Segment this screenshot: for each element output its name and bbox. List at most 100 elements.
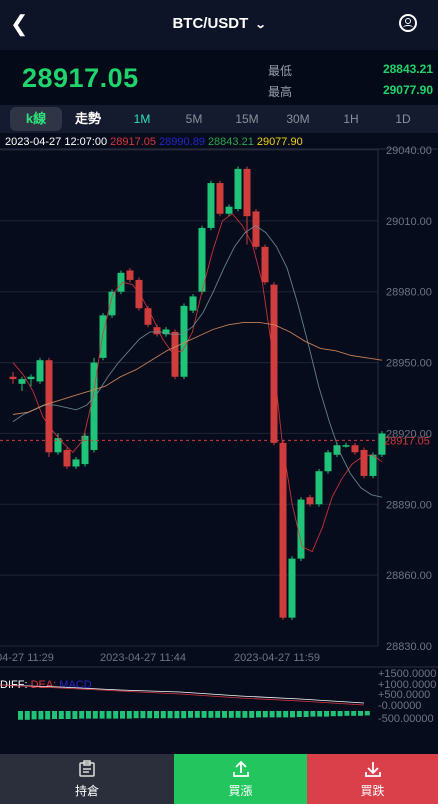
macd-bar <box>290 711 295 718</box>
macd-bar <box>330 711 336 717</box>
macd-bar <box>317 711 323 717</box>
candle-body <box>333 445 341 455</box>
macd-bar <box>364 711 370 716</box>
tab-1h[interactable]: 1H <box>343 112 359 126</box>
candle-body <box>54 438 62 453</box>
macd-bar <box>99 711 105 719</box>
candle-body <box>369 454 377 476</box>
macd-bar <box>154 711 159 719</box>
macd-bar <box>188 711 193 718</box>
macd-bar <box>324 711 329 717</box>
macd-bar <box>65 711 71 719</box>
tab-5m[interactable]: 5M <box>185 112 203 126</box>
buy-up-label: 買漲 <box>228 784 253 798</box>
macd-bar <box>45 711 51 720</box>
macd-tick-label: +500.0000 <box>378 689 430 701</box>
y-tick-label: 28980.00 <box>386 287 432 299</box>
ma-line-3 <box>12 321 383 415</box>
info-value-3: 28843.21 <box>207 136 254 148</box>
price-summary: 28917.05 最低 28843.21 最高 29077.90 <box>0 50 438 105</box>
candle-body <box>324 452 332 472</box>
user-circle-icon[interactable] <box>399 14 417 32</box>
buy-down-button[interactable]: 買跌 <box>307 754 438 804</box>
hold-button[interactable]: 持倉 <box>0 754 174 804</box>
tab-30m[interactable]: 30M <box>286 112 310 126</box>
candle-body <box>198 227 206 292</box>
macd-bar <box>58 711 64 719</box>
macd-bar <box>79 711 85 719</box>
candle-body <box>63 449 71 467</box>
tab-trend[interactable]: 走勢 <box>74 111 101 126</box>
y-tick-label: 28890.00 <box>386 499 432 511</box>
high-label: 最高 <box>268 85 293 99</box>
candle-body <box>378 433 386 455</box>
tab-15m[interactable]: 15M <box>235 112 259 126</box>
candlestick-chart[interactable]: 29040.00 29010.00 28980.00 28950.00 28920.00… <box>0 133 438 754</box>
macd-bar <box>147 711 153 719</box>
candle-body <box>315 471 323 505</box>
candle-body <box>351 445 359 453</box>
macd-bar <box>92 711 98 719</box>
y-tick-label: 28920.00 <box>386 428 432 440</box>
y-tick-label: 29040.00 <box>386 145 432 157</box>
macd-bar <box>222 711 227 718</box>
buy-down-label: 買跌 <box>360 784 385 798</box>
macd-tick-label: -0.00000 <box>378 700 421 712</box>
macd-bar <box>262 711 268 718</box>
candle-body <box>9 376 17 380</box>
candle-body <box>27 376 35 380</box>
candle-body <box>81 435 89 465</box>
y-tick-label: 28950.00 <box>386 358 432 370</box>
candle-body <box>216 183 224 214</box>
upload-arrow-icon <box>232 760 249 777</box>
chevron-down-icon: ⌄ <box>254 19 267 31</box>
info-time: 2023-04-27 12:07:00 <box>5 136 108 148</box>
macd-bar <box>208 711 214 718</box>
macd-bar <box>72 711 78 719</box>
macd-bar <box>351 711 357 716</box>
macd-bar <box>337 711 343 717</box>
candle-body <box>162 329 170 335</box>
candle-body <box>90 362 98 450</box>
candle-body <box>99 315 107 358</box>
pair-selector[interactable]: BTC/USDT ⌄ <box>0 15 438 32</box>
tab-1m[interactable]: 1M <box>133 112 151 126</box>
macd-bar <box>126 711 132 719</box>
info-line: 2023-04-27 12:07:00 28917.05 28990.89 28843… <box>5 136 306 148</box>
macd-bar <box>106 711 112 719</box>
macd-bar <box>235 711 241 718</box>
candle-body <box>297 499 305 559</box>
low-value: 28843.21 <box>382 62 433 76</box>
candle-body <box>288 558 296 618</box>
macd-bar <box>167 711 173 719</box>
x-tick-label: 2023-04-27 11:44 <box>100 652 186 664</box>
tab-kline[interactable]: k線 <box>10 107 62 131</box>
macd-bar <box>194 711 200 718</box>
candle-body <box>234 168 242 210</box>
macd-tick-label: -500.00000 <box>378 713 434 725</box>
candle-body <box>72 459 80 467</box>
candle-body <box>126 270 134 280</box>
candle-body <box>252 211 260 247</box>
macd-bar <box>344 711 350 716</box>
macd-tick-label: +1500.0000 <box>378 668 436 680</box>
bottom-action-bar: 持倉 買漲 買跌 <box>0 754 438 804</box>
macd-bar <box>283 711 289 718</box>
ma-line-1 <box>12 213 383 553</box>
macd-bar <box>296 711 302 717</box>
x-tick-label: 04-27 11:29 <box>0 652 54 664</box>
ma-line-2 <box>12 225 383 498</box>
macd-bar <box>174 711 180 719</box>
candle-body <box>153 327 161 335</box>
buy-up-button[interactable]: 買漲 <box>174 754 307 804</box>
macd-bar <box>120 711 125 719</box>
tab-1d[interactable]: 1D <box>395 112 411 126</box>
info-value-1: 28917.05 <box>110 136 157 148</box>
chevron-left-icon[interactable]: ❮ <box>10 11 29 36</box>
candle-body <box>261 246 269 283</box>
macd-bar <box>181 711 187 719</box>
candle-body <box>306 497 314 505</box>
portfolio-icon <box>79 760 95 777</box>
last-price: 28917.05 <box>22 63 139 93</box>
macd-bar <box>52 711 57 719</box>
